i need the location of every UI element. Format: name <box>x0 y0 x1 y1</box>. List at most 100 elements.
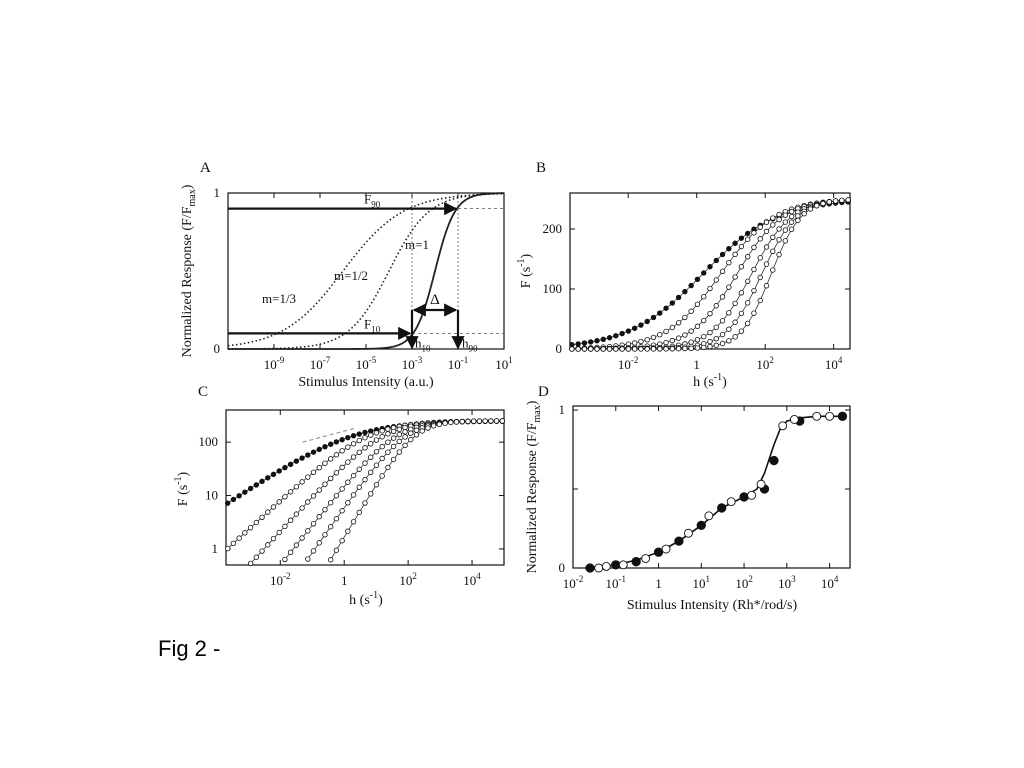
panel-c-data-point <box>350 433 357 439</box>
panel-b-data-point <box>606 334 613 341</box>
panel-b-data-point <box>782 227 789 233</box>
panel-c-data-point <box>350 519 357 525</box>
panel-b-data-point <box>694 323 701 330</box>
panel-c-data-point <box>310 548 317 554</box>
panel-b-frame <box>569 192 851 350</box>
panel-d-data-point <box>618 560 628 570</box>
panel-b-data-point <box>744 230 751 237</box>
panel-c-data-point <box>385 464 391 471</box>
panel-b-label: B <box>536 160 546 176</box>
panel-b-x-tick-label: 104 <box>825 355 843 372</box>
panel-c-data-point <box>333 439 340 445</box>
panel-c-data-point <box>287 549 294 555</box>
panel-b-data-point <box>713 335 719 342</box>
panel-c-data-point <box>310 493 317 499</box>
panel-d-data-point <box>726 497 736 507</box>
panel-d-data-point <box>683 528 693 538</box>
panel-d-x-tick-label-exp: -2 <box>576 574 584 584</box>
panel-c-data-point <box>265 542 271 548</box>
panel-b-data-point <box>788 213 795 220</box>
panel-b-data-point <box>726 259 732 266</box>
panel-b-data-point <box>701 293 707 300</box>
panel-b-data-point <box>682 288 688 295</box>
panel-c-reference-line <box>302 428 354 443</box>
panel-b-data-point <box>763 283 770 289</box>
panel-b-x-tick-label-base: 1 <box>693 357 700 372</box>
panel-b-data-point <box>588 339 594 345</box>
panel-b-data-point <box>751 230 757 236</box>
panel-c-data-point <box>327 475 334 482</box>
panel-b-series-6 <box>569 197 851 352</box>
panel-a-h10-label-sub: 10 <box>422 343 432 353</box>
panel-a-x-tick-label-exp: -3 <box>415 355 423 365</box>
panel-d-y-axis-label-sub: max <box>532 405 543 422</box>
panel-b-data-point <box>594 346 600 352</box>
panel-b-data-point <box>669 300 676 306</box>
panel-c-data-point <box>368 469 374 475</box>
panel-b-data-point <box>738 310 745 317</box>
panel-a-x-tick-label: 10-5 <box>356 355 377 372</box>
panel-b-x-tick-label-base: 10 <box>825 357 838 372</box>
panel-c-data-point <box>350 492 357 498</box>
panel-b-series-line <box>571 199 849 350</box>
panel-c-data-point <box>356 437 362 444</box>
panel-c-y-tick-label: 10 <box>205 488 218 503</box>
panel-b-series-3 <box>569 197 851 352</box>
panel-c-data-point <box>390 428 397 435</box>
panel-d-data-point <box>661 544 671 554</box>
panel-d-x-tick-label: 104 <box>821 574 839 591</box>
panel-c-data-point <box>333 452 340 458</box>
panel-a-x-tick-label-exp: -9 <box>277 355 285 365</box>
panel-b-series-line <box>571 199 849 349</box>
panel-b-series-line <box>571 199 849 350</box>
figure-caption: Fig 2 - <box>158 636 221 661</box>
panel-b-data-point <box>594 338 600 344</box>
panel-b-data-point <box>581 340 588 346</box>
panel-b-data-point <box>726 326 732 332</box>
panel-b-data-point <box>713 324 719 331</box>
panel-c-data-point <box>276 499 282 505</box>
panel-c-data-point <box>339 538 345 544</box>
panel-b-data-point <box>613 333 619 339</box>
panel-c-data-point <box>390 456 397 463</box>
panel-c-x-tick-label-base: 10 <box>270 573 283 588</box>
panel-d-y-axis-label: Normalized Response (F/Fmax) <box>525 400 543 573</box>
panel-a-f90-label-sub: 90 <box>371 200 381 210</box>
panel-c-data-point <box>379 473 385 479</box>
panel-d-points <box>585 411 848 573</box>
panel-b-y-axis-label-main: F (s <box>519 267 534 288</box>
panel-b-x-axis-label-end: ) <box>722 375 727 390</box>
panel-b-data-point <box>776 211 782 218</box>
panel-c-data-point <box>339 464 345 471</box>
panel-c-data-point <box>373 430 380 436</box>
panel-c-data-point <box>333 547 340 553</box>
panel-a-h90-label-sub: 90 <box>469 343 479 353</box>
panel-c-data-point <box>305 556 311 562</box>
panel-a-label: A <box>200 160 211 176</box>
panel-d-x-tick-label: 102 <box>735 574 753 591</box>
panel-c-data-point <box>327 456 334 462</box>
panel-b-data-point <box>650 334 657 341</box>
panel-b-data-point <box>757 297 763 304</box>
panel-c-data-point <box>379 444 385 450</box>
panel-b-series-5 <box>569 197 851 352</box>
panel-c-data-point <box>368 491 374 497</box>
panel-c-data-point <box>373 462 380 468</box>
panel-b-data-point <box>713 257 719 264</box>
panel-d-data-point <box>611 560 621 570</box>
panel-b-data-point <box>726 245 732 252</box>
panel-b-data-point <box>744 320 751 327</box>
panel-b-data-point <box>663 346 669 352</box>
panel-b-series-2 <box>569 197 851 352</box>
panel-b-data-point <box>719 340 726 347</box>
panel-c-x-tick-label-base: 10 <box>399 573 412 588</box>
panel-b-data-point <box>669 337 676 344</box>
panel-b-data-point <box>763 228 770 235</box>
panel-b-series-1 <box>569 199 851 348</box>
panel-b-data-point <box>738 328 745 334</box>
panel-b-data-point <box>719 268 726 275</box>
panel-c-data-point <box>396 438 403 445</box>
panel-b-x-tick-label-exp: -2 <box>631 355 639 365</box>
panel-a-x-tick-label-exp: -7 <box>323 355 331 365</box>
